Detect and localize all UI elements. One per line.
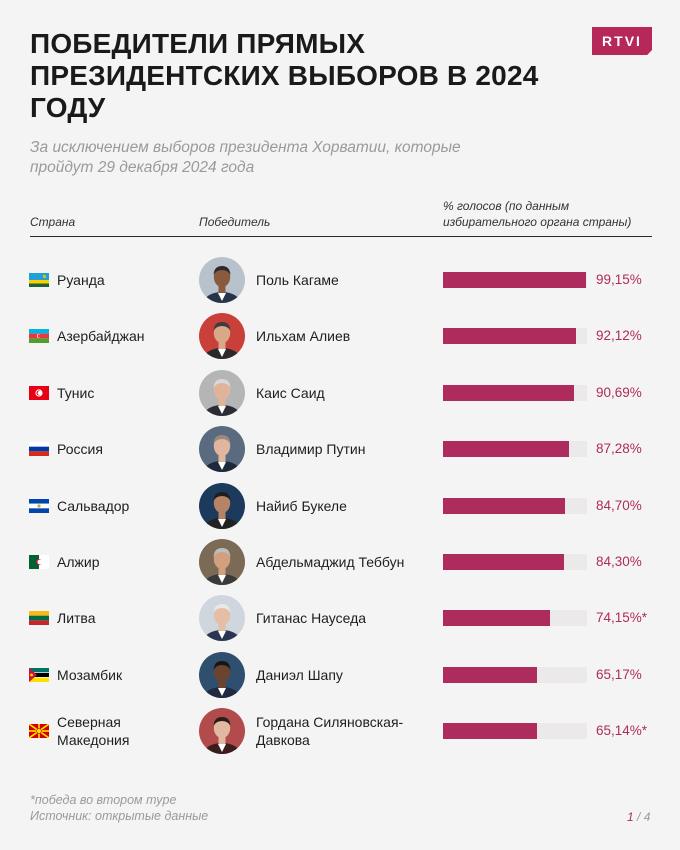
bar-track (443, 272, 587, 288)
value-label: 65,17% (596, 666, 642, 682)
bar-track (443, 441, 587, 458)
result-row: Северная Македония Гордана Силяновская-Да… (0, 703, 680, 759)
result-row: Руанда Поль Кагаме 99,15% (0, 252, 680, 308)
value-label: 90,69% (596, 384, 642, 400)
result-row: Литва Гитанас Науседа 74,15%* (0, 590, 680, 646)
result-row: Сальвадор Найиб Букеле 84,70% (0, 478, 680, 534)
page-title: ПОБЕДИТЕЛИ ПРЯМЫХ ПРЕЗИДЕНТСКИХ ВЫБОРОВ … (30, 28, 539, 123)
winner-name: Поль Кагаме (256, 272, 339, 288)
russia-flag-icon (29, 442, 49, 457)
page-separator: / (633, 810, 644, 824)
winner-portrait (199, 257, 245, 303)
winner-portrait (199, 539, 245, 585)
winner-portrait (199, 426, 245, 473)
bar (443, 497, 565, 514)
winner-name: Даниэл Шапу (256, 666, 343, 683)
winner-portrait (199, 595, 245, 642)
bar-track (443, 610, 587, 627)
header-country: Страна (30, 215, 76, 229)
value-label: 92,12% (596, 328, 642, 344)
winner-portrait (199, 651, 245, 698)
result-row: Алжир Абдельмаджид Теббун 84,30% (0, 534, 680, 590)
winner-name: Ильхам Алиев (256, 328, 351, 345)
country-label: Россия (57, 441, 103, 458)
country-label: Северная Македония (57, 714, 130, 749)
bar-track (443, 497, 587, 514)
result-row: Азербайджан Ильхам Алиев 92,12% (0, 308, 680, 364)
value-label: 84,30% (596, 554, 642, 569)
rwanda-flag-icon (29, 273, 49, 287)
azerbaijan-flag-icon (29, 329, 49, 344)
header-winner: Победитель (199, 215, 271, 229)
bar-track (443, 384, 587, 401)
lithuania-flag-icon (29, 611, 49, 626)
value-label: 65,14%* (596, 723, 648, 739)
value-label: 84,70% (596, 497, 642, 513)
header-votes: % голосов (по данным избирательного орга… (443, 199, 632, 229)
mozambique-flag-icon (29, 667, 49, 682)
bar (443, 610, 550, 627)
value-label: 87,28% (596, 441, 642, 457)
country-label: Тунис (57, 384, 95, 401)
country-label: Руанда (57, 272, 105, 288)
footnote-runoff: *победа во втором туре (30, 793, 177, 807)
bar (443, 328, 576, 345)
bar-track (443, 554, 587, 570)
page-subtitle: За исключением выборов президента Хорват… (30, 139, 461, 176)
header-divider (30, 236, 652, 237)
winner-name: Найиб Букеле (256, 497, 347, 514)
el-salvador-flag-icon (29, 498, 49, 513)
value-label: 99,15% (596, 272, 642, 287)
winner-portrait (199, 708, 245, 755)
bar (443, 384, 574, 401)
page-indicator: 1 / 4 (627, 810, 650, 824)
page-current: 1 (627, 810, 634, 824)
tunisia-flag-icon (29, 385, 49, 400)
bar-track (443, 666, 587, 683)
winner-name: Абдельмаджид Теббун (256, 554, 405, 570)
country-label: Алжир (57, 554, 100, 570)
bar (443, 272, 586, 288)
winner-name: Гитанас Науседа (256, 610, 367, 627)
winner-portrait (199, 313, 245, 360)
country-label: Литва (57, 610, 96, 627)
result-row: Мозамбик Даниэл Шапу 65,17% (0, 647, 680, 703)
country-label: Сальвадор (57, 497, 130, 514)
algeria-flag-icon (29, 555, 49, 569)
bar (443, 554, 565, 570)
result-row: Тунис Каис Саид 90,69% (0, 365, 680, 421)
country-label: Мозамбик (57, 666, 123, 683)
winner-portrait (199, 482, 245, 529)
north-macedonia-flag-icon (29, 724, 49, 739)
bar (443, 666, 537, 683)
page-total: 4 (643, 810, 651, 824)
country-label: Азербайджан (57, 328, 145, 345)
value-label: 74,15%* (596, 610, 648, 626)
bar-track (443, 723, 587, 740)
footnote-source: Источник: открытые данные (30, 809, 209, 823)
winner-name: Каис Саид (256, 384, 325, 401)
bar (443, 723, 537, 740)
bar-track (443, 328, 587, 345)
result-row: Россия Владимир Путин 87,28% (0, 421, 680, 477)
winner-portrait (199, 369, 245, 416)
rtvi-logo: RTVI (592, 27, 652, 55)
winner-name: Гордана Силяновская-Давкова (256, 714, 404, 749)
bar (443, 441, 569, 458)
winner-name: Владимир Путин (256, 441, 366, 458)
